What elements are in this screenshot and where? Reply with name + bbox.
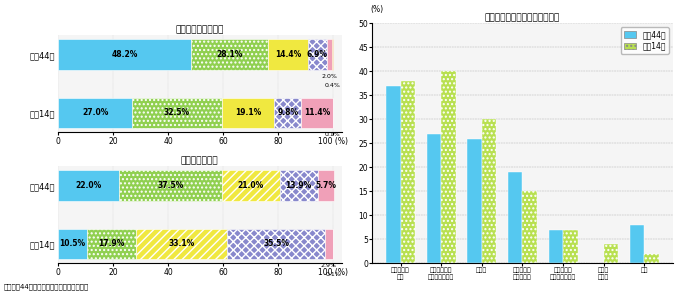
Bar [441, 71, 456, 263]
Bar [332, 39, 333, 70]
Text: 19.1%: 19.1% [235, 108, 261, 117]
Bar [427, 134, 441, 263]
Text: 37.5%: 37.5% [157, 181, 183, 190]
Text: (%): (%) [370, 5, 383, 14]
Bar [318, 170, 333, 200]
Bar [268, 39, 307, 70]
Bar [522, 191, 537, 263]
Bar [58, 170, 119, 200]
Text: 35.5%: 35.5% [263, 239, 289, 248]
Bar [136, 229, 227, 259]
Bar [222, 170, 279, 200]
Text: 0.1%: 0.1% [325, 272, 341, 277]
Text: 14.4%: 14.4% [275, 50, 301, 59]
Text: 注：昭和44年の調査では、選択肢にない。: 注：昭和44年の調査では、選択肢にない。 [3, 283, 89, 290]
Text: 48.2%: 48.2% [111, 50, 137, 59]
Text: 28.1%: 28.1% [217, 50, 242, 59]
Text: 27.0%: 27.0% [82, 108, 109, 117]
Bar [604, 244, 618, 263]
Bar [301, 98, 333, 128]
Bar [645, 254, 659, 263]
Bar [279, 170, 318, 200]
Text: 2.0%: 2.0% [322, 74, 337, 79]
Text: 10.5%: 10.5% [59, 239, 85, 248]
Bar [307, 39, 326, 70]
Bar [133, 98, 222, 128]
Text: 33.1%: 33.1% [169, 239, 195, 248]
Bar [630, 225, 645, 263]
Bar [58, 229, 87, 259]
Bar [227, 229, 325, 259]
Bar [326, 39, 332, 70]
Title: 近所付き合いの範囲: 近所付き合いの範囲 [176, 25, 224, 34]
Bar [386, 86, 400, 263]
Bar [119, 170, 222, 200]
Legend: 昭和44年, 平成14年: 昭和44年, 平成14年 [621, 27, 669, 54]
Bar [191, 39, 268, 70]
Text: 0.1%: 0.1% [325, 132, 341, 137]
Bar [563, 230, 578, 263]
Text: 32.5%: 32.5% [164, 108, 190, 117]
Text: 9.8%: 9.8% [277, 108, 298, 117]
Text: 21.0%: 21.0% [238, 181, 264, 190]
Title: 付き合わない理由（複数回答）: 付き合わない理由（複数回答） [485, 13, 560, 22]
Text: 17.9%: 17.9% [98, 239, 125, 248]
Bar [222, 98, 275, 128]
Text: 6.9%: 6.9% [307, 50, 328, 59]
Bar [275, 98, 301, 128]
Bar [87, 229, 136, 259]
Bar [400, 81, 415, 263]
Text: 0.4%: 0.4% [324, 83, 341, 88]
Bar [467, 139, 482, 263]
Bar [548, 230, 563, 263]
Bar [482, 119, 497, 263]
Bar [325, 229, 333, 259]
Text: 2.9%: 2.9% [321, 263, 337, 268]
Text: 11.4%: 11.4% [304, 108, 330, 117]
Text: 22.0%: 22.0% [75, 181, 102, 190]
Title: 近所への声掛け: 近所への声掛け [181, 156, 219, 165]
Text: 13.9%: 13.9% [285, 181, 312, 190]
Bar [58, 98, 133, 128]
Bar [508, 172, 522, 263]
Bar [58, 39, 191, 70]
Text: 5.7%: 5.7% [315, 181, 336, 190]
